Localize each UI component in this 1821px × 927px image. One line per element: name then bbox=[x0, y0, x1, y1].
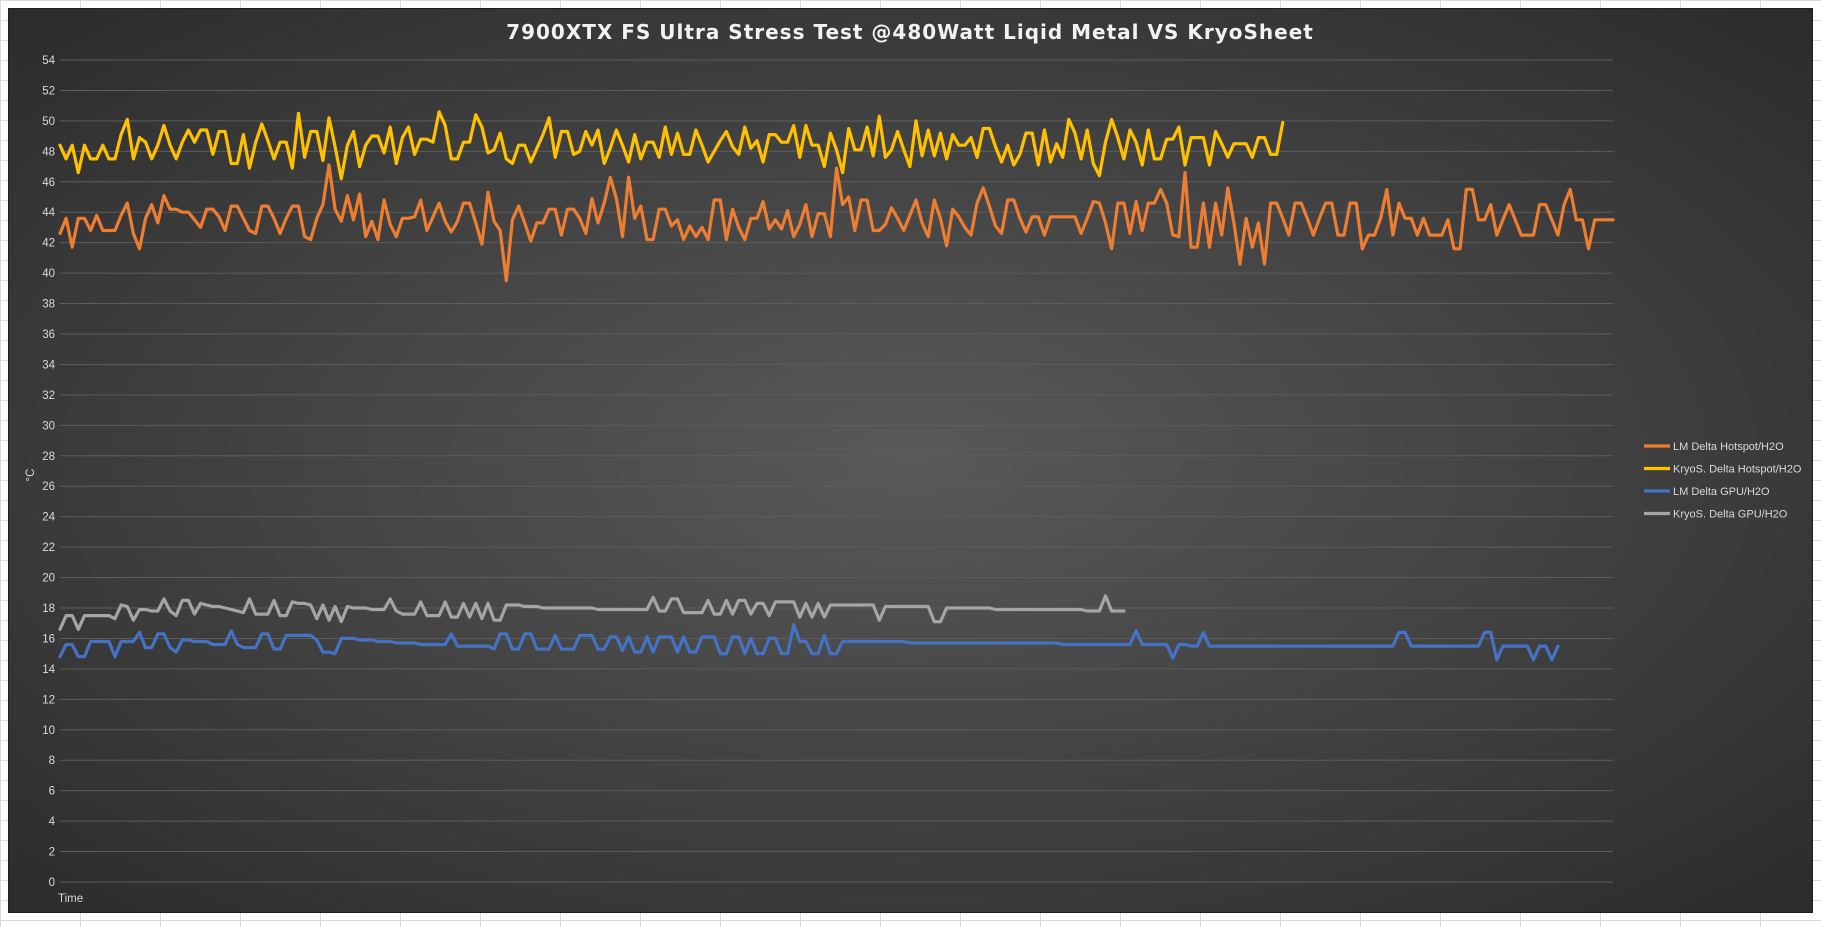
y-tick-label: 0 bbox=[49, 877, 55, 889]
y-tick-label: 26 bbox=[42, 481, 55, 493]
y-tick-label: 44 bbox=[42, 207, 55, 219]
y-tick-label: 46 bbox=[42, 177, 55, 189]
y-axis-label: °C bbox=[25, 469, 37, 482]
legend-entry: KryoS. Delta Hotspot/H2O bbox=[1673, 464, 1802, 476]
y-tick-label: 32 bbox=[42, 390, 55, 402]
y-tick-label: 38 bbox=[42, 299, 55, 311]
series-line-4 bbox=[58, 594, 1126, 631]
y-tick-label: 10 bbox=[42, 725, 55, 737]
legend-entry: LM Delta Hotspot/H2O bbox=[1673, 441, 1784, 453]
series-line-2 bbox=[58, 110, 1285, 181]
y-tick-label: 34 bbox=[42, 359, 55, 371]
y-tick-label: 4 bbox=[49, 816, 56, 828]
y-tick-label: 50 bbox=[42, 116, 55, 128]
y-tick-label: 40 bbox=[42, 268, 55, 280]
y-tick-label: 24 bbox=[42, 512, 55, 524]
y-tick-label: 42 bbox=[42, 238, 55, 250]
series-line-1 bbox=[58, 163, 1615, 283]
series-lines bbox=[58, 110, 1615, 662]
x-axis-label: Time bbox=[58, 893, 83, 905]
y-tick-label: 18 bbox=[42, 603, 55, 615]
y-tick-label: 36 bbox=[42, 329, 55, 341]
y-tick-label: 20 bbox=[42, 573, 55, 585]
y-tick-label: 52 bbox=[42, 85, 55, 97]
legend-entry: KryoS. Delta GPU/H2O bbox=[1673, 509, 1788, 521]
y-axis-ticks: 0246810121416182022242628303234363840424… bbox=[42, 55, 55, 889]
chart-title: 7900XTX FS Ultra Stress Test @480Watt Li… bbox=[506, 20, 1314, 44]
gridlines bbox=[60, 59, 1613, 883]
y-tick-label: 30 bbox=[42, 420, 55, 432]
y-tick-label: 54 bbox=[42, 55, 55, 67]
y-tick-label: 12 bbox=[42, 694, 55, 706]
legend: LM Delta Hotspot/H2O KryoS. Delta Hotspot… bbox=[1644, 441, 1802, 521]
y-tick-label: 6 bbox=[49, 786, 55, 798]
y-tick-label: 22 bbox=[42, 542, 55, 554]
y-tick-label: 16 bbox=[42, 633, 55, 645]
y-tick-label: 28 bbox=[42, 451, 55, 463]
y-tick-label: 2 bbox=[49, 847, 55, 859]
y-tick-label: 8 bbox=[49, 755, 55, 767]
y-tick-label: 48 bbox=[42, 146, 55, 158]
y-tick-label: 14 bbox=[42, 664, 55, 676]
series-line-3 bbox=[58, 623, 1560, 662]
legend-entry: LM Delta GPU/H2O bbox=[1673, 486, 1770, 498]
